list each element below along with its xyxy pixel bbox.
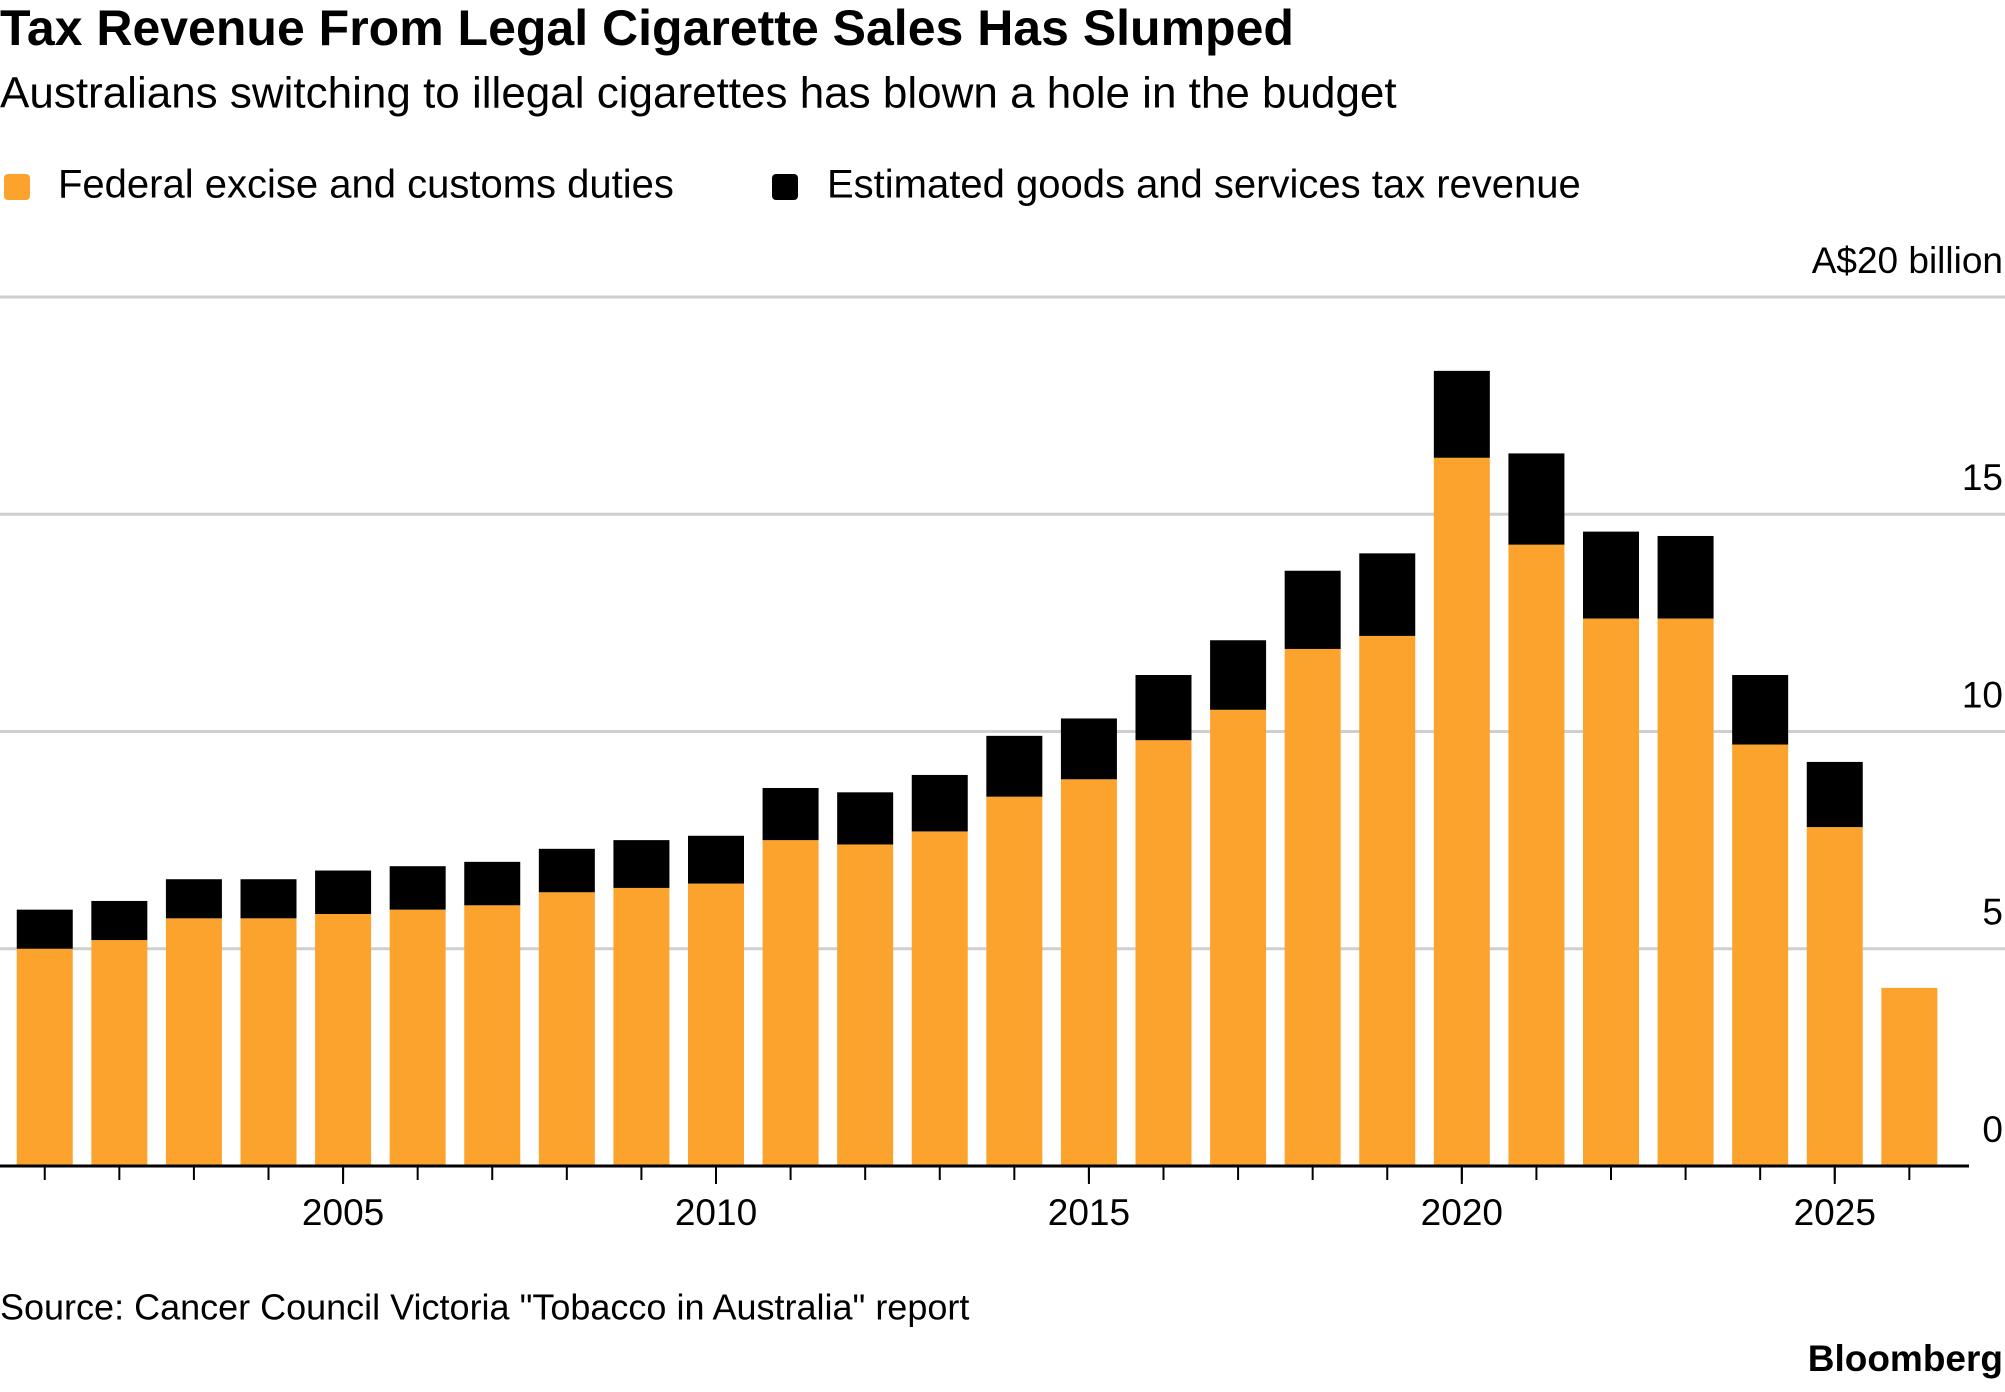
y-tick-label: A$20 billion xyxy=(1812,240,2003,281)
legend-label: Federal excise and customs duties xyxy=(58,163,674,207)
legend-label: Estimated goods and services tax revenue xyxy=(827,163,1581,207)
bar-segment xyxy=(911,774,968,832)
bar-segment xyxy=(1806,761,1863,828)
bar-segment xyxy=(1359,635,1416,1166)
bar-segment xyxy=(165,879,222,919)
y-tick-label: 15 xyxy=(1962,457,2003,498)
bar-segment xyxy=(1284,570,1341,649)
bar-segment xyxy=(1508,544,1565,1166)
bar-segment xyxy=(1210,640,1267,710)
bar-segment xyxy=(240,879,297,919)
x-tick-label: 2010 xyxy=(675,1192,757,1233)
bar-segment xyxy=(1135,675,1192,741)
x-tick-label: 2005 xyxy=(302,1192,384,1233)
bar-segment xyxy=(165,918,222,1166)
bar-segment xyxy=(1433,370,1490,458)
bar-segment xyxy=(1060,718,1117,780)
bar-segment xyxy=(91,940,148,1166)
bar-segment xyxy=(1732,675,1789,745)
bar-segment xyxy=(464,861,521,906)
bar-segment xyxy=(613,840,670,888)
bar-segment xyxy=(1508,453,1565,545)
bar-segment xyxy=(389,866,446,910)
bar-segment xyxy=(1583,531,1639,619)
source-note: Source: Cancer Council Victoria "Tobacco… xyxy=(0,1287,969,1328)
bar-segment xyxy=(986,735,1043,797)
bar-segment xyxy=(1135,740,1192,1166)
x-tick-label: 2020 xyxy=(1421,1192,1503,1233)
bar-segment xyxy=(837,844,894,1166)
bar-segment xyxy=(464,905,521,1166)
bar-segment xyxy=(1284,648,1341,1166)
bar-segment xyxy=(16,948,73,1166)
bar-segment xyxy=(1732,744,1789,1166)
bar-segment xyxy=(538,892,595,1166)
bar-segment xyxy=(240,918,297,1166)
bar-segment xyxy=(1657,618,1714,1166)
bar-segment xyxy=(1806,827,1863,1166)
bar-segment xyxy=(538,848,595,893)
bar-segment xyxy=(1060,779,1117,1166)
bar-segment xyxy=(986,796,1043,1166)
bar-segment xyxy=(613,887,670,1166)
bar-segment xyxy=(837,792,894,845)
y-tick-label: 10 xyxy=(1962,674,2003,715)
legend-swatch xyxy=(772,174,798,200)
bar-segment xyxy=(1210,709,1267,1166)
bar-segment xyxy=(1359,553,1416,636)
brand: Bloomberg xyxy=(1808,1338,2003,1379)
bar-segment xyxy=(389,909,446,1166)
bar-segment xyxy=(1657,535,1714,619)
bar-segment xyxy=(315,870,372,914)
x-tick-label: 2015 xyxy=(1048,1192,1130,1233)
y-tick-label: 5 xyxy=(1982,892,2003,933)
bar-segment xyxy=(16,909,73,949)
bar-segment xyxy=(911,831,968,1166)
bar-segment xyxy=(1433,457,1490,1166)
bar-segment xyxy=(315,913,372,1166)
chart-title: Tax Revenue From Legal Cigarette Sales H… xyxy=(0,0,1294,56)
legend-swatch xyxy=(4,174,30,200)
bar-segment xyxy=(688,835,744,884)
bar-segment xyxy=(1583,618,1639,1166)
y-tick-label: 0 xyxy=(1982,1109,2003,1150)
bar-segment xyxy=(762,787,819,841)
bar-segment xyxy=(91,900,148,941)
legend: Federal excise and customs duties Estima… xyxy=(4,163,1581,207)
chart-subtitle: Australians switching to illegal cigaret… xyxy=(0,69,1397,118)
x-tick-label: 2025 xyxy=(1794,1192,1876,1233)
bar-segment xyxy=(688,883,744,1166)
bar-segment xyxy=(1881,987,1938,1166)
bar-segment xyxy=(762,840,819,1166)
